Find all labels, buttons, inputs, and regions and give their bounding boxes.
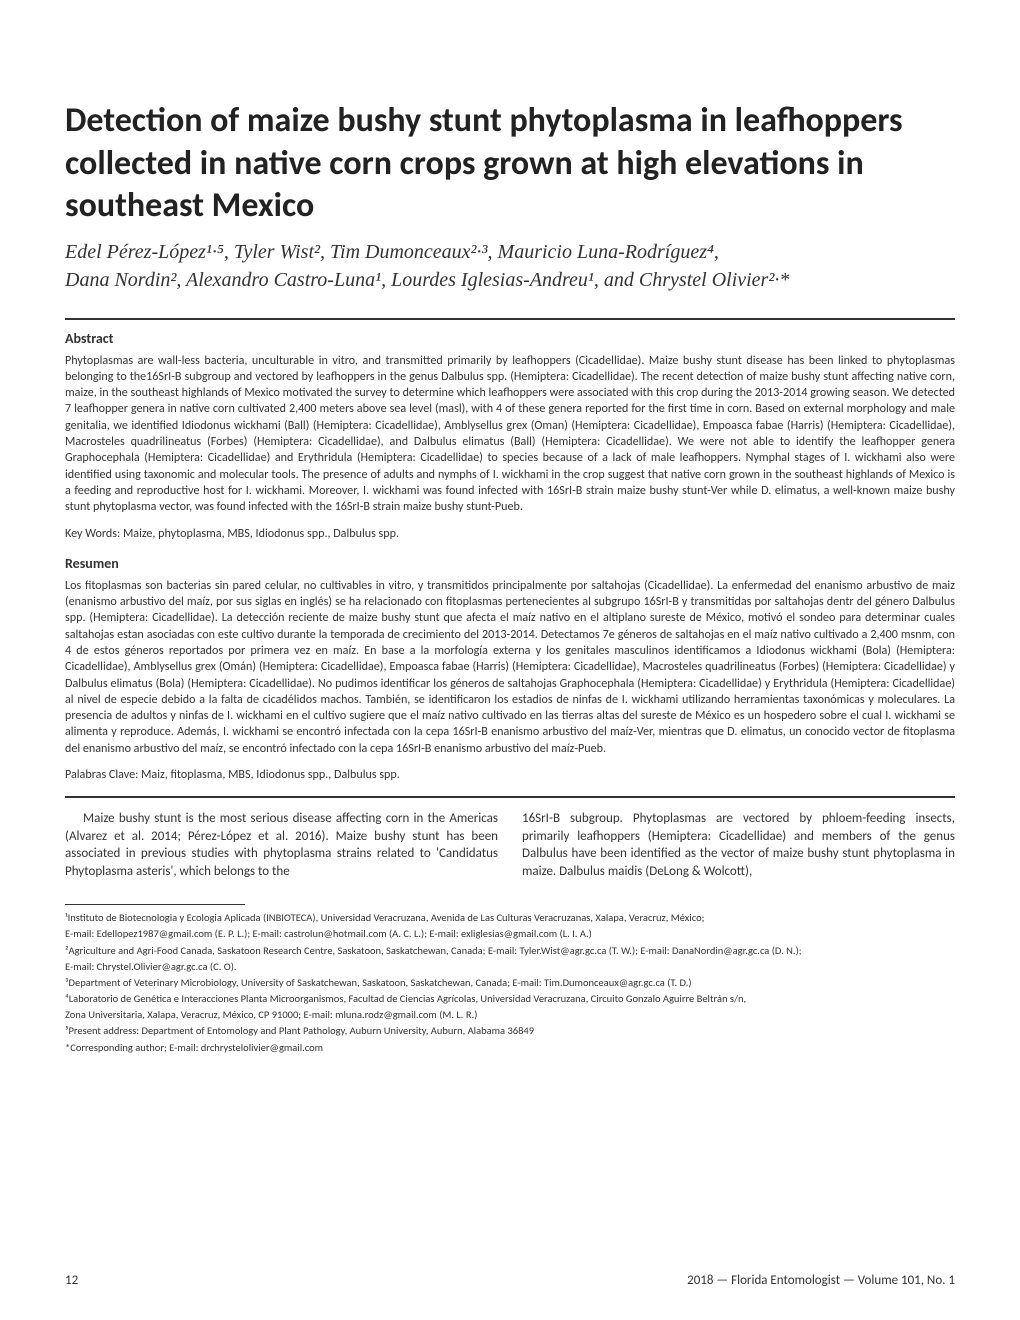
footnote-4: ⁴Laboratorio de Genética e Interacciones… bbox=[65, 992, 955, 1006]
footnotes: ¹Instituto de Biotecnologia y Ecologia A… bbox=[65, 911, 955, 1055]
footnote-2b: E-mail: Chrystel.Olivier@agr.gc.ca (C. O… bbox=[65, 960, 955, 974]
footnote-1: ¹Instituto de Biotecnologia y Ecologia A… bbox=[65, 911, 955, 925]
article-title: Detection of maize bushy stunt phytoplas… bbox=[65, 100, 955, 228]
keywords-label: Key Words: bbox=[65, 526, 120, 541]
page-number: 12 bbox=[65, 1273, 78, 1288]
resumen-heading: Resumen bbox=[65, 555, 955, 572]
divider-top bbox=[65, 318, 955, 320]
body-column-right: 16SrI-B subgroup. Phytoplasmas are vecto… bbox=[522, 810, 955, 880]
page-footer: 12 2018 — Florida Entomologist — Volume … bbox=[65, 1273, 955, 1288]
footnote-5: ⁵Present address: Department of Entomolo… bbox=[65, 1024, 955, 1038]
resumen-text: Los fitoplasmas son bacterias sin pared … bbox=[65, 578, 955, 757]
journal-info: 2018 — Florida Entomologist — Volume 101… bbox=[687, 1273, 955, 1288]
keywords-text: Maize, phytoplasma, MBS, Idiodonus spp.,… bbox=[120, 526, 399, 541]
abstract-heading: Abstract bbox=[65, 330, 955, 347]
palabras-label: Palabras Clave: bbox=[65, 767, 138, 782]
authors-line-2: Dana Nordin², Alexandro Castro-Luna¹, Lo… bbox=[65, 266, 955, 294]
footnote-3: ³Department of Veterinary Microbiology, … bbox=[65, 976, 955, 990]
keywords: Key Words: Maize, phytoplasma, MBS, Idio… bbox=[65, 526, 955, 541]
authors: Edel Pérez-López¹·⁵, Tyler Wist², Tim Du… bbox=[65, 238, 955, 294]
body-columns: Maize bushy stunt is the most serious di… bbox=[65, 810, 955, 880]
body-column-left: Maize bushy stunt is the most serious di… bbox=[65, 810, 498, 880]
footnote-separator bbox=[65, 904, 245, 905]
palabras-clave: Palabras Clave: Maiz, fitoplasma, MBS, I… bbox=[65, 767, 955, 782]
footnote-2: ²Agriculture and Agri-Food Canada, Saska… bbox=[65, 944, 955, 958]
divider-bottom bbox=[65, 796, 955, 798]
palabras-text: Maiz, fitoplasma, MBS, Idiodonus spp., D… bbox=[138, 767, 399, 782]
footnote-6: *Corresponding author; E-mail: drchryste… bbox=[65, 1041, 955, 1055]
abstract-text: Phytoplasmas are wall-less bacteria, unc… bbox=[65, 353, 955, 516]
footnote-1b: E-mail: Edellopez1987@gmail.com (E. P. L… bbox=[65, 927, 955, 941]
footnote-4b: Zona Universitaria, Xalapa, Veracruz, Mé… bbox=[65, 1008, 955, 1022]
authors-line-1: Edel Pérez-López¹·⁵, Tyler Wist², Tim Du… bbox=[65, 238, 955, 266]
